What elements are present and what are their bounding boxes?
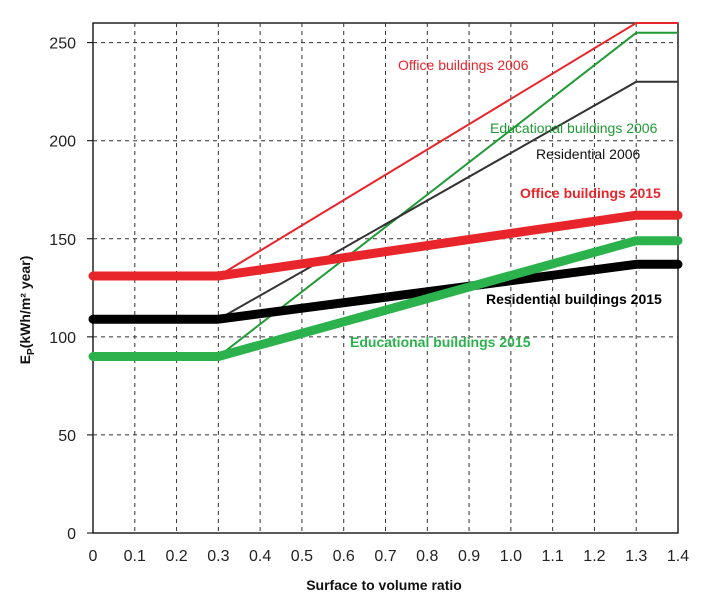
x-axis-label: Surface to volume ratio [306,577,462,593]
x-tick-label: 0.9 [458,548,480,565]
x-tick-label: 0 [89,548,98,565]
y-axis-label-main: E [17,355,33,364]
x-tick-label: 0.6 [333,548,355,565]
y-axis-label-unit: (kWh/m² year) [17,256,33,349]
series-layer [88,22,683,361]
series-line-educational-buildings-2006 [217,31,678,358]
x-tick-label: 1.3 [625,548,647,565]
annotation-office-2015: Office buildings 2015 [520,185,661,201]
series-line-office-buildings-2015 [88,210,683,281]
x-tick-label: 0.8 [416,548,438,565]
y-tick-label: 100 [49,330,76,347]
y-tick-label: 50 [58,428,76,445]
y-tick-label: 200 [49,134,76,151]
y-tick-label: 250 [49,36,76,53]
series-line-residential-buildings-2015 [88,259,683,324]
series-line-educational-buildings-2015 [88,236,683,361]
grid [87,23,678,534]
x-tick-label: 1.1 [542,548,564,565]
x-tick-label: 0.5 [291,548,313,565]
annotation-residential-2015: Residential buildings 2015 [486,291,662,307]
annotation-residential-2006: Residential 2006 [536,146,641,162]
y-tick-label: 0 [67,526,76,543]
x-tick-label: 0.2 [165,548,187,565]
series-line-residential-2006 [217,80,678,321]
x-tick-label: 1.2 [583,548,605,565]
y-axis-label: EP(kWh/m² year) [17,256,37,365]
y-axis-ticks: 0 50 100 150 200 250 [49,36,76,543]
x-tick-label: 0.4 [249,548,271,565]
x-tick-label: 1.4 [667,548,689,565]
x-axis-ticks: 0 0.1 0.2 0.3 0.4 0.5 0.6 0.7 0.8 0.9 1.0 1.1 1.2 1.3… [89,548,690,565]
x-tick-label: 0.3 [207,548,229,565]
y-axis-label-subscript: P [26,348,37,355]
annotations: Office buildings 2006 Educational buildi… [350,57,662,350]
series-line-office-buildings-2006 [217,22,678,277]
annotation-educational-2015: Educational buildings 2015 [350,334,531,350]
annotation-office-2006: Office buildings 2006 [398,57,529,73]
y-tick-label: 150 [49,232,76,249]
x-tick-label: 0.7 [374,548,396,565]
x-tick-label: 1.0 [500,548,522,565]
annotation-educational-2006: Educational buildings 2006 [490,120,658,136]
x-tick-label: 0.1 [124,548,146,565]
